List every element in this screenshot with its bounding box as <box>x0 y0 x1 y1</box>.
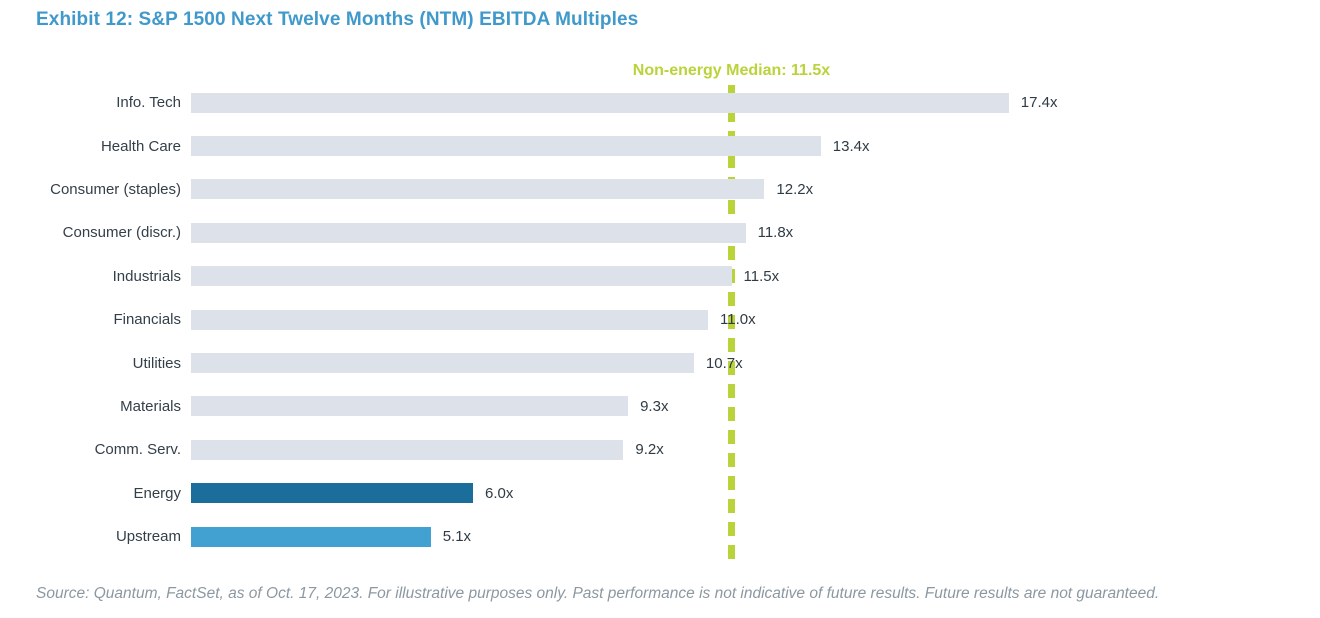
bar-track: 6.0x <box>191 483 514 504</box>
bar-row: Info. Tech 17.4x <box>0 81 1320 124</box>
chart-title: Exhibit 12: S&P 1500 Next Twelve Months … <box>36 9 639 30</box>
category-label: Health Care <box>100 137 181 155</box>
value-label: 17.4x <box>1020 94 1058 112</box>
bar <box>191 266 732 287</box>
category-label: Utilities <box>132 354 181 372</box>
bar-row: Financials 11.0x <box>0 298 1320 341</box>
category-label: Upstream <box>115 528 181 546</box>
value-label: 11.0x <box>720 311 756 329</box>
bar-track: 12.2x <box>191 179 814 200</box>
bar <box>191 396 629 417</box>
category-label: Industrials <box>112 267 181 285</box>
source-note: Source: Quantum, FactSet, as of Oct. 17,… <box>36 585 1160 602</box>
category-label: Comm. Serv. <box>94 441 181 459</box>
category-label: Materials <box>120 397 181 415</box>
category-label: Consumer (staples) <box>50 180 181 198</box>
median-annotation-label: Non-energy Median: 11.5x <box>632 62 831 79</box>
bar-row: Industrials 11.5x <box>0 255 1320 298</box>
bar-track: 11.5x <box>191 266 780 287</box>
bar-track: 10.7x <box>191 353 743 374</box>
bar-chart: Info. Tech 17.4x Health Care 13.4x Consumer … <box>0 81 1320 558</box>
bar <box>191 439 624 460</box>
bar-row: Consumer (staples) 12.2x <box>0 168 1320 211</box>
value-label: 12.2x <box>776 180 814 198</box>
value-label: 11.8x <box>757 224 794 242</box>
bar-row: Comm. Serv. 9.2x <box>0 428 1320 471</box>
bar-track: 13.4x <box>191 136 870 157</box>
bar-track: 5.1x <box>191 526 472 547</box>
value-label: 10.7x <box>705 354 743 372</box>
bar <box>191 92 1009 113</box>
bar-row: Health Care 13.4x <box>0 124 1320 167</box>
bar <box>191 222 746 243</box>
bar-row: Materials 9.3x <box>0 385 1320 428</box>
bar-track: 9.2x <box>191 439 664 460</box>
bar-track: 9.3x <box>191 396 669 417</box>
category-label: Energy <box>133 484 181 502</box>
bar-row: Upstream 5.1x <box>0 515 1320 558</box>
bar-row: Utilities 10.7x <box>0 341 1320 384</box>
bar <box>191 483 473 504</box>
bar <box>191 136 821 157</box>
value-label: 5.1x <box>442 528 472 546</box>
bar-track: 11.8x <box>191 222 794 243</box>
value-label: 6.0x <box>485 484 514 502</box>
value-label: 13.4x <box>832 137 870 155</box>
bar-track: 11.0x <box>191 309 756 330</box>
category-label: Financials <box>113 311 181 329</box>
bar <box>191 179 765 200</box>
bar <box>191 526 431 547</box>
value-label: 9.3x <box>640 397 669 415</box>
median-dashed-line <box>728 85 735 562</box>
category-label: Info. Tech <box>116 94 181 112</box>
bar-track: 17.4x <box>191 92 1058 113</box>
bar-row: Consumer (discr.) 11.8x <box>0 211 1320 254</box>
value-label: 11.5x <box>743 267 780 285</box>
value-label: 9.2x <box>635 441 664 459</box>
bar <box>191 353 694 374</box>
bar-row: Energy 6.0x <box>0 472 1320 515</box>
bar <box>191 309 708 330</box>
category-label: Consumer (discr.) <box>62 224 181 242</box>
